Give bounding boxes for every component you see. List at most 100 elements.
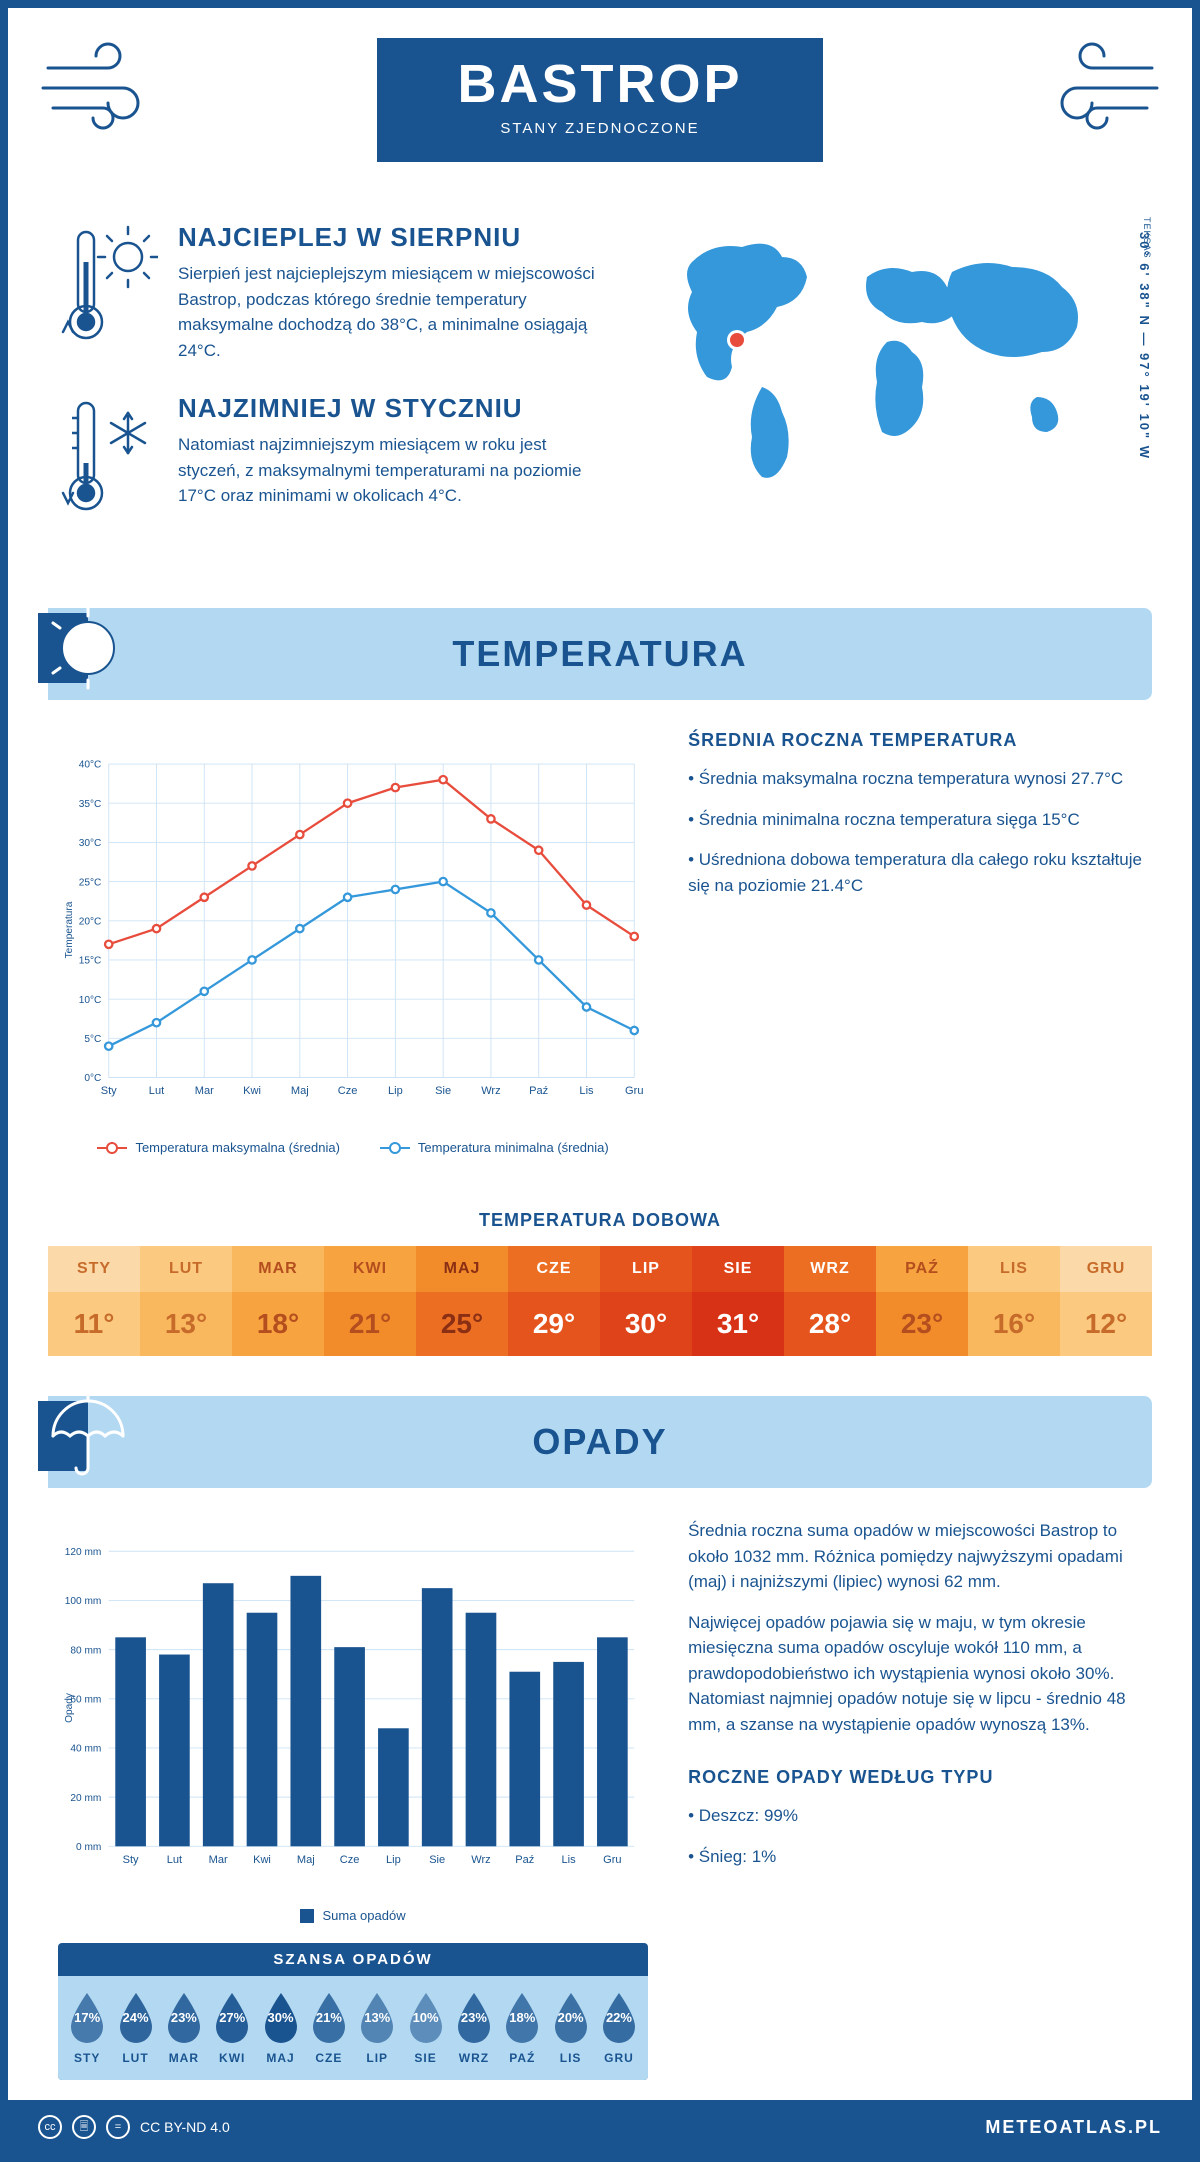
country-subtitle: STANY ZJEDNOCZONE <box>457 120 742 137</box>
sun-icon <box>38 598 138 698</box>
precip-header: OPADY <box>48 1396 1152 1488</box>
daily-cell: LUT 13° <box>140 1246 232 1356</box>
chance-cell: 23% MAR <box>160 1991 208 2065</box>
by-icon: 🗏 <box>72 2115 96 2139</box>
precip-type-item: • Deszcz: 99% <box>688 1803 1142 1829</box>
precip-text-2: Najwięcej opadów pojawia się w maju, w t… <box>688 1610 1142 1738</box>
cold-title: NAJZIMNIEJ W STYCZNIU <box>178 393 612 424</box>
svg-text:Lut: Lut <box>167 1854 182 1866</box>
legend-min: Temperatura minimalna (średnia) <box>418 1140 609 1155</box>
svg-text:Sie: Sie <box>435 1085 451 1097</box>
nd-icon: = <box>106 2115 130 2139</box>
temp-info-item: • Średnia maksymalna roczna temperatura … <box>688 766 1142 792</box>
hot-block: NAJCIEPLEJ W SIERPNIU Sierpień jest najc… <box>58 222 612 363</box>
wind-icon-left <box>38 38 178 138</box>
chance-cell: 27% KWI <box>208 1991 256 2065</box>
svg-text:Sie: Sie <box>429 1854 445 1866</box>
title-banner: BASTROP STANY ZJEDNOCZONE <box>377 38 822 162</box>
cold-block: NAJZIMNIEJ W STYCZNIU Natomiast najzimni… <box>58 393 612 528</box>
chance-row: 17% STY 24% LUT 23% MAR 27% KWI 30% MAJ … <box>58 1976 648 2080</box>
daily-temp-title: TEMPERATURA DOBOWA <box>8 1210 1192 1231</box>
hot-title: NAJCIEPLEJ W SIERPNIU <box>178 222 612 253</box>
precip-body: 0 mm20 mm40 mm60 mm80 mm100 mm120 mmStyL… <box>8 1488 1192 2100</box>
chance-cell: 30% MAJ <box>256 1991 304 2065</box>
chance-title: SZANSA OPADÓW <box>58 1943 648 1976</box>
svg-text:0 mm: 0 mm <box>76 1842 101 1853</box>
svg-text:60 mm: 60 mm <box>70 1694 101 1705</box>
coordinates: 30° 6' 38" N — 97° 19' 10" W <box>1137 232 1152 460</box>
chance-cell: 24% LUT <box>111 1991 159 2065</box>
daily-cell: KWI 21° <box>324 1246 416 1356</box>
cold-text: Natomiast najzimniejszym miesiącem w rok… <box>178 432 612 509</box>
daily-temp-grid: STY 11° LUT 13° MAR 18° KWI 21° MAJ 25° … <box>48 1246 1152 1356</box>
svg-text:Opady: Opady <box>64 1692 75 1723</box>
temperature-legend: Temperatura maksymalna (średnia) Tempera… <box>58 1140 648 1155</box>
chance-cell: 10% SIE <box>401 1991 449 2065</box>
temp-info-item: • Średnia minimalna roczna temperatura s… <box>688 807 1142 833</box>
svg-text:100 mm: 100 mm <box>65 1596 102 1607</box>
intro-section: NAJCIEPLEJ W SIERPNIU Sierpień jest najc… <box>8 212 1192 588</box>
svg-text:5°C: 5°C <box>84 1034 101 1045</box>
precip-title: OPADY <box>48 1421 1152 1463</box>
header: BASTROP STANY ZJEDNOCZONE <box>8 8 1192 212</box>
precip-type-item: • Śnieg: 1% <box>688 1844 1142 1870</box>
chance-cell: 22% GRU <box>595 1991 643 2065</box>
world-map: TEKSAS 30° 6' 38" N — 97° 19' 10" W <box>642 222 1142 558</box>
daily-cell: LIS 16° <box>968 1246 1060 1356</box>
page: BASTROP STANY ZJEDNOCZONE NAJCIEPLEJ W S… <box>0 0 1200 2162</box>
precip-legend: Suma opadów <box>58 1908 648 1923</box>
precip-bar-chart: 0 mm20 mm40 mm60 mm80 mm100 mm120 mmStyL… <box>58 1518 648 1898</box>
svg-text:20 mm: 20 mm <box>70 1793 101 1804</box>
daily-cell: MAJ 25° <box>416 1246 508 1356</box>
cc-icon: cc <box>38 2115 62 2139</box>
hot-text: Sierpień jest najcieplejszym miesiącem w… <box>178 261 612 363</box>
footer-site: METEOATLAS.PL <box>985 2117 1162 2138</box>
temperature-body: 0°C5°C10°C15°C20°C25°C30°C35°C40°CStyLut… <box>8 700 1192 1175</box>
chance-cell: 13% LIP <box>353 1991 401 2065</box>
svg-text:Temperatura: Temperatura <box>64 901 75 958</box>
svg-text:Lis: Lis <box>579 1085 594 1097</box>
daily-cell: GRU 12° <box>1060 1246 1152 1356</box>
chance-cell: 18% PAŹ <box>498 1991 546 2065</box>
temperature-title: TEMPERATURA <box>48 633 1152 675</box>
umbrella-icon <box>38 1386 138 1486</box>
svg-text:Paź: Paź <box>515 1854 534 1866</box>
legend-max: Temperatura maksymalna (średnia) <box>135 1140 339 1155</box>
svg-text:10°C: 10°C <box>79 995 102 1006</box>
temperature-header: TEMPERATURA <box>48 608 1152 700</box>
svg-text:35°C: 35°C <box>79 799 102 810</box>
temperature-line-chart: 0°C5°C10°C15°C20°C25°C30°C35°C40°CStyLut… <box>58 730 648 1130</box>
svg-text:Lip: Lip <box>386 1854 401 1866</box>
svg-text:Kwi: Kwi <box>243 1085 261 1097</box>
precip-type-list: • Deszcz: 99% • Śnieg: 1% <box>688 1803 1142 1869</box>
svg-text:120 mm: 120 mm <box>65 1547 102 1558</box>
svg-text:40°C: 40°C <box>79 760 102 771</box>
chance-box: SZANSA OPADÓW 17% STY 24% LUT 23% MAR 27… <box>58 1943 648 2080</box>
temp-info-title: ŚREDNIA ROCZNA TEMPERATURA <box>688 730 1142 751</box>
daily-cell: MAR 18° <box>232 1246 324 1356</box>
svg-text:Wrz: Wrz <box>481 1085 500 1097</box>
legend-bars: Suma opadów <box>322 1908 405 1923</box>
license-text: CC BY-ND 4.0 <box>140 2119 230 2135</box>
svg-text:15°C: 15°C <box>79 956 102 967</box>
chance-cell: 17% STY <box>63 1991 111 2065</box>
city-title: BASTROP <box>457 53 742 115</box>
svg-text:Cze: Cze <box>338 1085 358 1097</box>
svg-text:Lis: Lis <box>562 1854 577 1866</box>
temp-info-item: • Uśredniona dobowa temperatura dla całe… <box>688 847 1142 898</box>
wind-icon-right <box>1022 38 1162 138</box>
svg-text:Paź: Paź <box>529 1085 548 1097</box>
daily-cell: CZE 29° <box>508 1246 600 1356</box>
daily-cell: PAŹ 23° <box>876 1246 968 1356</box>
temp-info-list: • Średnia maksymalna roczna temperatura … <box>688 766 1142 898</box>
svg-text:20°C: 20°C <box>79 916 102 927</box>
svg-text:30°C: 30°C <box>79 838 102 849</box>
chance-cell: 23% WRZ <box>450 1991 498 2065</box>
svg-text:Maj: Maj <box>291 1085 309 1097</box>
thermometer-hot-icon <box>58 222 158 363</box>
daily-cell: LIP 30° <box>600 1246 692 1356</box>
precip-text-1: Średnia roczna suma opadów w miejscowośc… <box>688 1518 1142 1595</box>
chance-cell: 21% CZE <box>305 1991 353 2065</box>
svg-text:25°C: 25°C <box>79 877 102 888</box>
svg-text:Wrz: Wrz <box>471 1854 490 1866</box>
